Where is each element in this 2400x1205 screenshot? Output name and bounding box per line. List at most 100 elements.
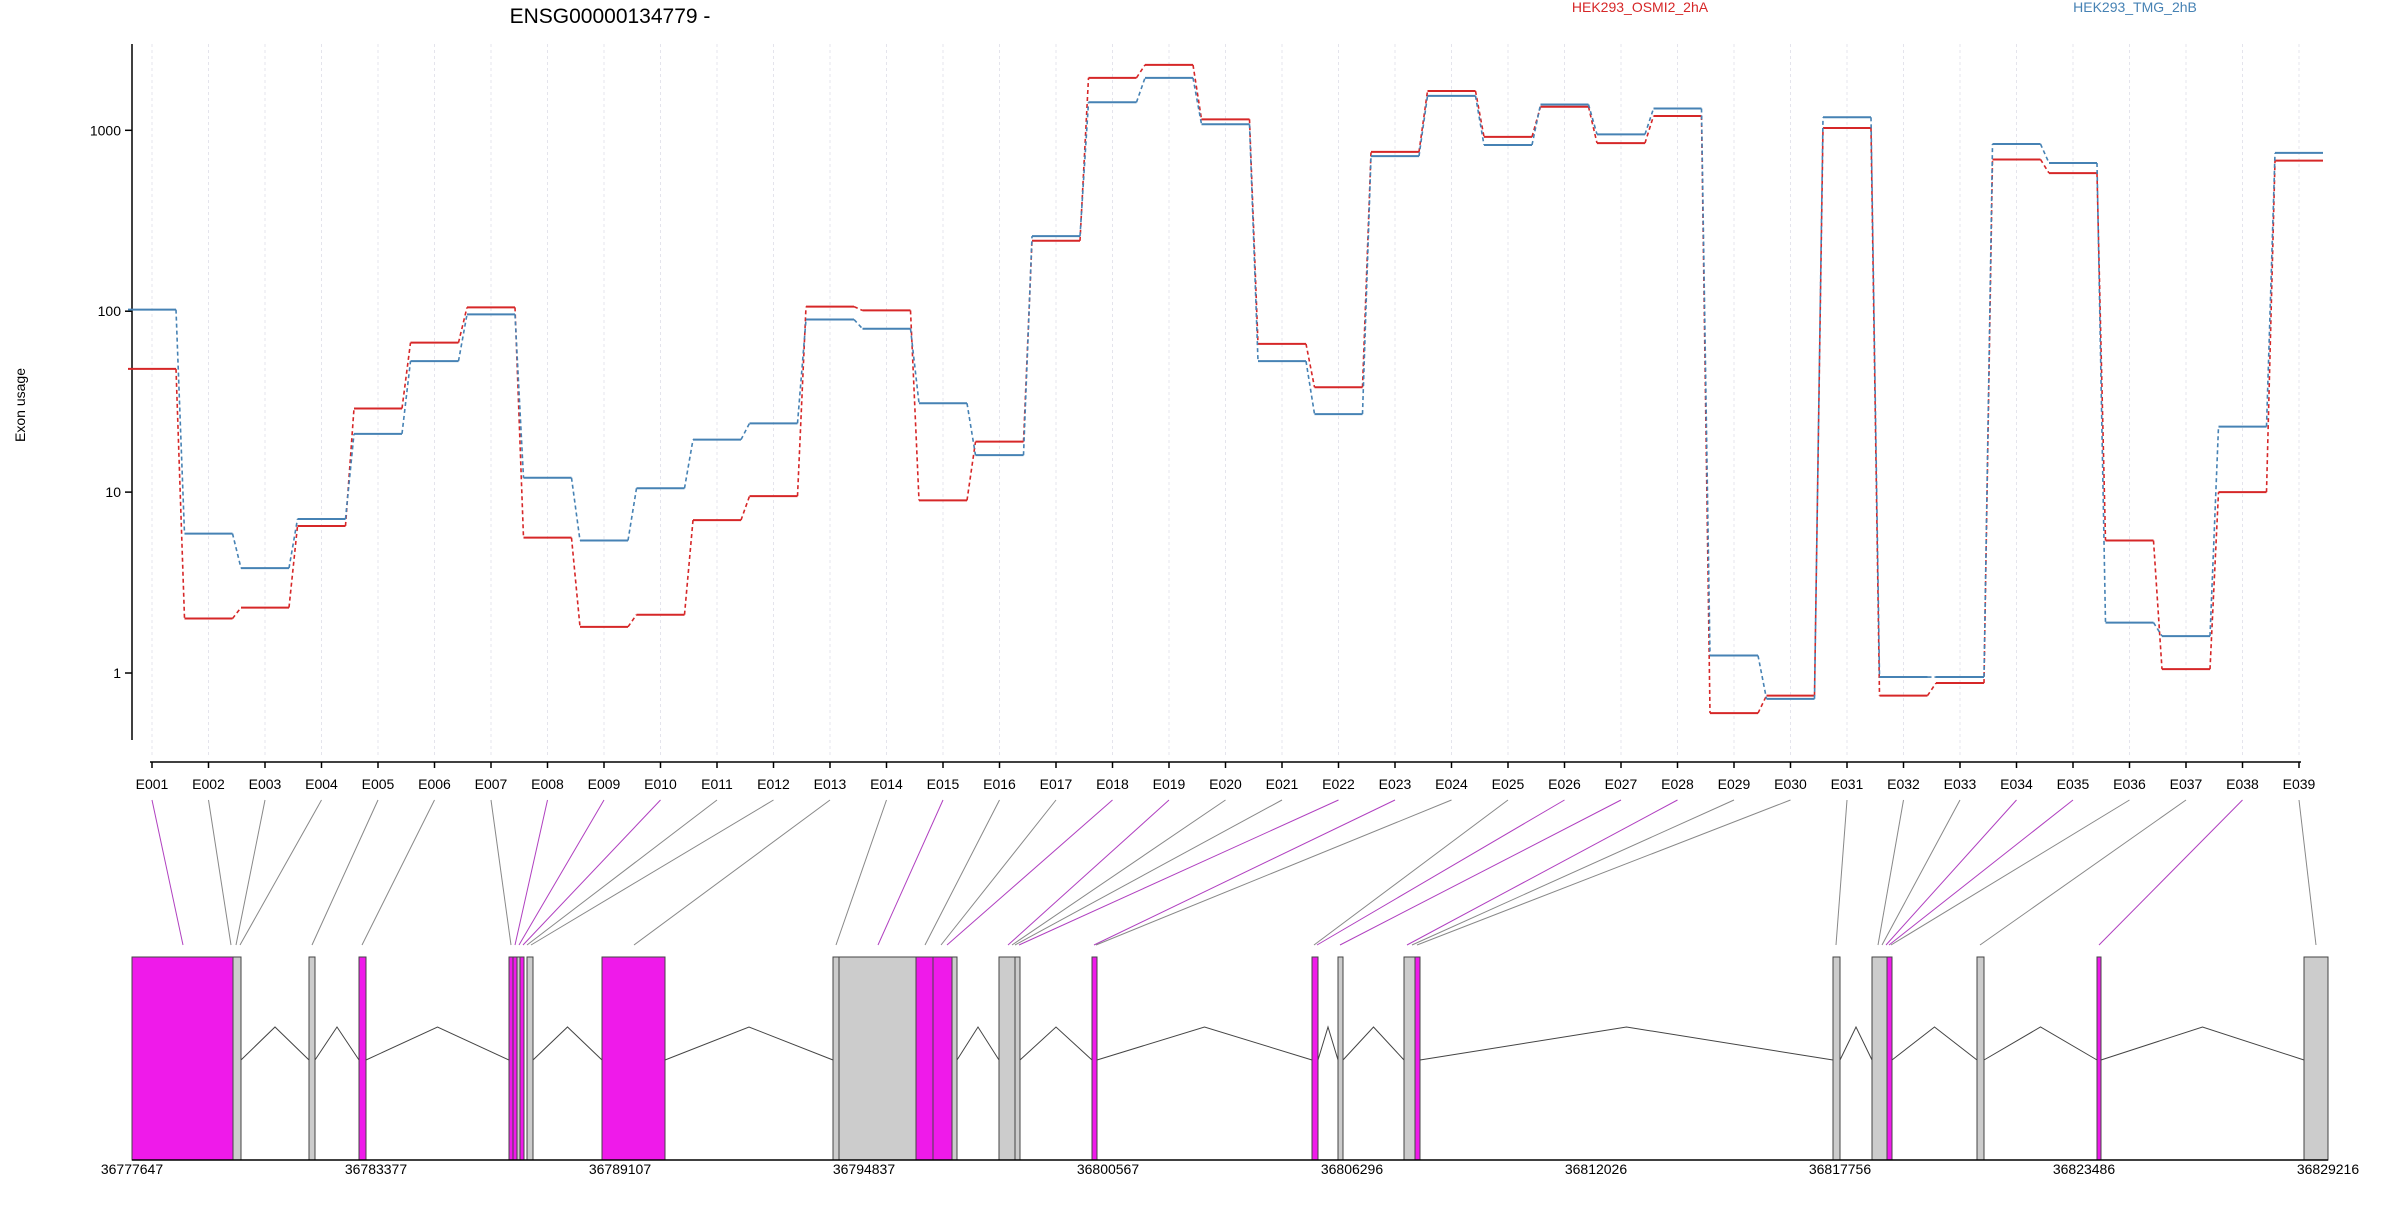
x-tick-label: E020 xyxy=(1209,776,1242,792)
x-tick-label: E003 xyxy=(249,776,282,792)
series-connector xyxy=(627,614,638,628)
coordinate-label: 36823486 xyxy=(2053,1161,2116,1177)
intron-line xyxy=(365,1026,510,1061)
series-connector xyxy=(2209,492,2220,670)
series-connector xyxy=(1983,143,1994,678)
x-tick-label: E013 xyxy=(814,776,847,792)
exon-connector xyxy=(2098,799,2243,946)
exon-connector xyxy=(514,799,548,946)
x-tick-label: E001 xyxy=(136,776,169,792)
exon-block xyxy=(1091,956,1098,1161)
series-connector xyxy=(2152,622,2163,637)
series-connector xyxy=(683,520,694,615)
series-connector xyxy=(344,433,355,520)
x-tick-label: E030 xyxy=(1774,776,1807,792)
coordinate-label: 36800567 xyxy=(1077,1161,1140,1177)
exon-block xyxy=(932,956,953,1161)
x-tick-label: E029 xyxy=(1718,776,1751,792)
intron-line xyxy=(1891,1026,1978,1061)
x-tick-label: E018 xyxy=(1096,776,1129,792)
x-tick-label: E017 xyxy=(1040,776,1073,792)
x-tick-label: E031 xyxy=(1831,776,1864,792)
exon-connector xyxy=(1095,799,1452,946)
exon-connector xyxy=(1313,799,1509,946)
series-connector xyxy=(2039,159,2050,174)
series-connector xyxy=(740,495,751,521)
intron-line xyxy=(956,1026,1000,1061)
intron-line xyxy=(1096,1026,1313,1061)
series-connector xyxy=(1587,104,1598,135)
coordinate-label: 36783377 xyxy=(345,1161,408,1177)
x-tick-label: E026 xyxy=(1548,776,1581,792)
coordinate-label: 36789107 xyxy=(589,1161,652,1177)
series-connector xyxy=(796,306,807,497)
exon-block xyxy=(508,956,514,1161)
series-lines xyxy=(128,63,2323,715)
series-connector xyxy=(1757,695,1768,714)
x-tick-label: E021 xyxy=(1266,776,1299,792)
series-connector xyxy=(1361,156,1372,415)
series-connector xyxy=(2209,426,2220,637)
exon-connector xyxy=(1885,799,2017,946)
series-connector xyxy=(344,408,355,527)
series-connector xyxy=(1474,95,1485,146)
series-connector xyxy=(401,360,412,434)
series-connector xyxy=(1531,104,1542,146)
intron-line xyxy=(664,1026,834,1061)
series-connector xyxy=(1474,90,1485,138)
series-connector xyxy=(1813,117,1824,699)
exon-connector xyxy=(1881,799,1961,946)
exon-connector xyxy=(311,799,379,946)
series-connector xyxy=(1135,77,1146,103)
exon-block xyxy=(1014,956,1021,1161)
exon-block xyxy=(1976,956,1985,1161)
series-connector xyxy=(1644,108,1655,135)
exon-connector xyxy=(2298,799,2317,946)
exon-connector xyxy=(1339,799,1622,946)
exon-block xyxy=(951,956,958,1161)
x-tick-label: E007 xyxy=(475,776,508,792)
series-connector xyxy=(1587,106,1598,144)
series-connector xyxy=(288,525,299,608)
x-tick-label: E035 xyxy=(2057,776,2090,792)
intron-line xyxy=(532,1026,603,1061)
series-connector xyxy=(1248,124,1259,362)
exon-block xyxy=(131,956,234,1161)
exon-block xyxy=(519,956,525,1161)
coordinate-label: 36829216 xyxy=(2297,1161,2360,1177)
series-connector xyxy=(570,477,581,541)
series-connector xyxy=(1135,64,1146,79)
series-connector xyxy=(909,328,920,404)
y-tick-label: 10 xyxy=(105,484,121,500)
exon-connector xyxy=(1014,799,1283,946)
exon-block xyxy=(915,956,934,1161)
y-tick-label: 1000 xyxy=(90,122,121,138)
x-tick-label: E036 xyxy=(2113,776,2146,792)
exon-connector xyxy=(1007,799,1170,946)
exon-connector xyxy=(1018,799,1339,946)
exon-connector xyxy=(1979,799,2187,946)
x-tick-label: E023 xyxy=(1379,776,1412,792)
series-connector xyxy=(740,422,751,441)
series-connector xyxy=(1079,77,1090,241)
series-connector xyxy=(457,314,468,362)
series-connector xyxy=(966,441,977,501)
chart-title: ENSG00000134779 - xyxy=(510,5,711,28)
intron-line xyxy=(2100,1026,2305,1061)
coordinate-label: 36794837 xyxy=(833,1161,896,1177)
series-connector xyxy=(853,318,864,330)
exon-connector xyxy=(1411,799,1735,946)
series-connector xyxy=(1870,117,1881,678)
x-tick-label: E004 xyxy=(305,776,338,792)
exon-connector xyxy=(835,799,887,946)
series-connector xyxy=(1757,655,1768,699)
x-tick-label: E016 xyxy=(983,776,1016,792)
intron-line xyxy=(240,1026,310,1061)
exon-block xyxy=(526,956,534,1161)
axes: 1 10 100 1000 E001 E002 E003 E004 E005 E006 E007 E0… xyxy=(90,44,2316,792)
intron-line xyxy=(1342,1026,1405,1061)
exon-connector xyxy=(208,799,232,946)
intron-line xyxy=(314,1026,360,1061)
exon-connector xyxy=(235,799,266,946)
series-connector xyxy=(514,314,525,478)
